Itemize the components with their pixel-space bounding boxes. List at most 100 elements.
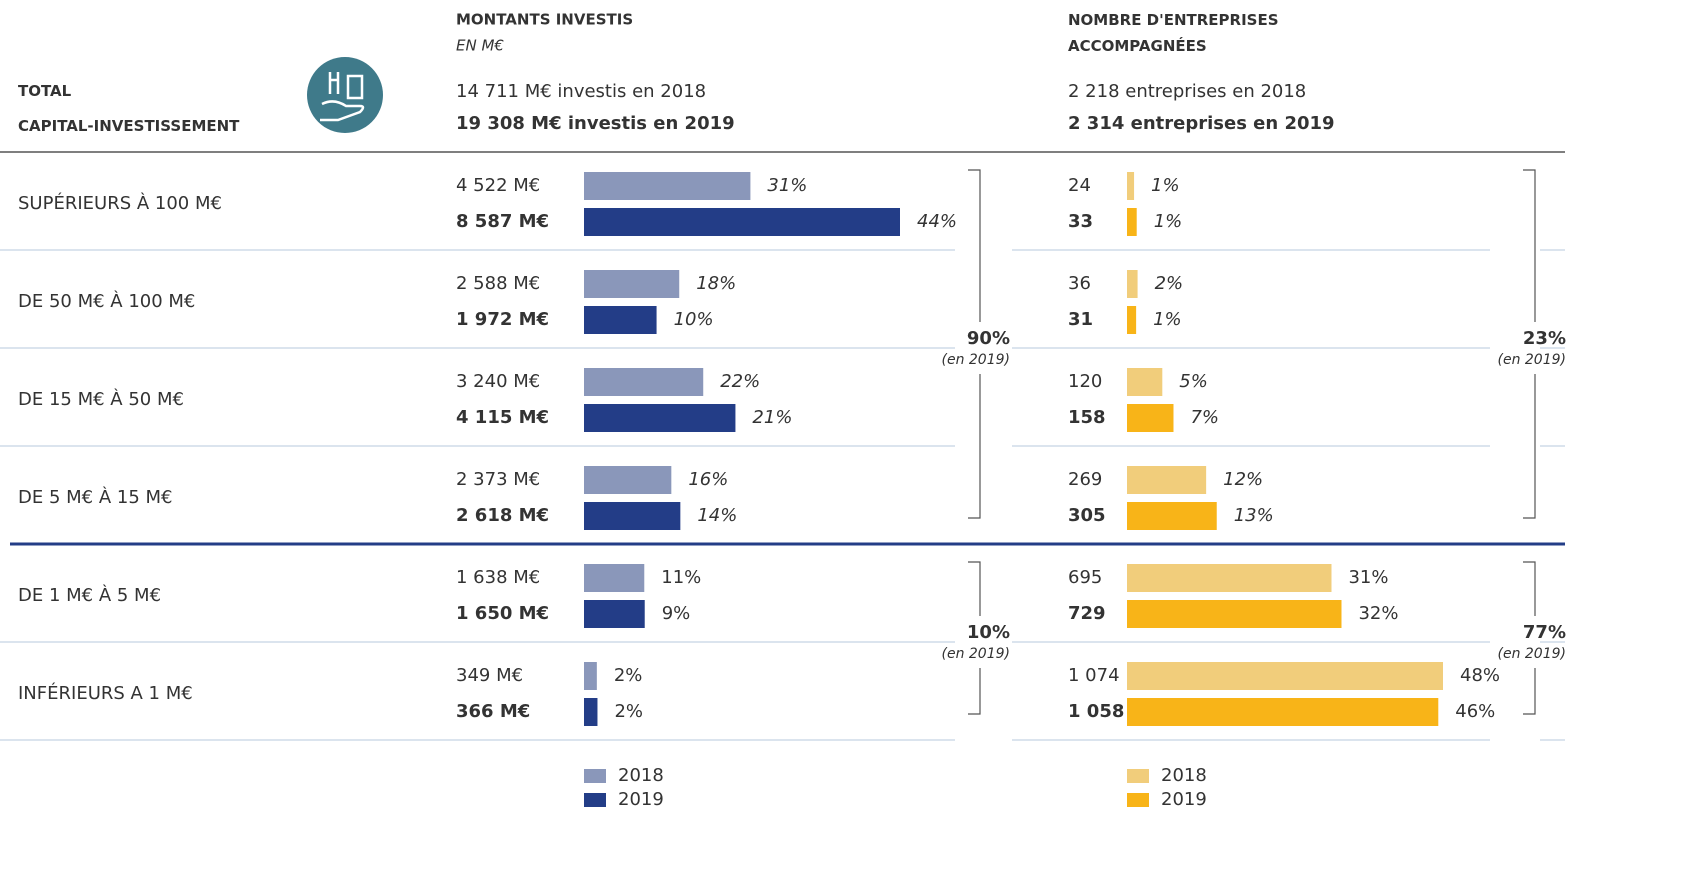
value-label: 4 522 M€ bbox=[456, 175, 540, 196]
share-label: 31% bbox=[767, 175, 807, 196]
group-share: 10% bbox=[967, 622, 1010, 643]
group-note: (en 2019) bbox=[1498, 352, 1567, 368]
value-label: 1 972 M€ bbox=[456, 309, 549, 330]
bar bbox=[584, 564, 645, 592]
bar bbox=[584, 698, 598, 726]
legend-swatch bbox=[1127, 769, 1149, 783]
bar bbox=[1127, 466, 1207, 494]
bar bbox=[1127, 698, 1439, 726]
companies-title: NOMBRE D'ENTREPRISES ACCOMPAGNÉES bbox=[1068, 11, 1279, 55]
bracket bbox=[968, 169, 981, 519]
share-label: 10% bbox=[674, 309, 714, 330]
bar bbox=[584, 270, 680, 298]
bar bbox=[584, 208, 900, 236]
group-note: (en 2019) bbox=[1498, 646, 1567, 662]
bar bbox=[1127, 208, 1137, 236]
value-label: 1 058 bbox=[1068, 701, 1124, 722]
share-label: 14% bbox=[697, 505, 737, 526]
bar bbox=[584, 404, 736, 432]
category-label: DE 15 M€ À 50 M€ bbox=[18, 388, 184, 410]
share-label: 18% bbox=[696, 273, 736, 294]
share-label: 46% bbox=[1455, 701, 1495, 722]
bar bbox=[1127, 306, 1137, 334]
group-share: 77% bbox=[1523, 622, 1566, 643]
value-label: 2 588 M€ bbox=[456, 273, 540, 294]
group-note: (en 2019) bbox=[942, 352, 1011, 368]
value-label: 366 M€ bbox=[456, 701, 530, 722]
share-label: 31% bbox=[1348, 567, 1388, 588]
value-label: 305 bbox=[1068, 505, 1106, 526]
share-label: 2% bbox=[614, 665, 643, 686]
share-label: 13% bbox=[1234, 505, 1274, 526]
value-label: 729 bbox=[1068, 603, 1106, 624]
legend-swatch bbox=[584, 793, 606, 807]
bar bbox=[1127, 270, 1138, 298]
bar bbox=[584, 502, 681, 530]
value-label: 31 bbox=[1068, 309, 1093, 330]
bracket bbox=[1523, 169, 1536, 519]
share-label: 44% bbox=[917, 211, 957, 232]
bar bbox=[584, 368, 704, 396]
category-label: DE 5 M€ À 15 M€ bbox=[18, 486, 172, 508]
bar bbox=[1127, 564, 1332, 592]
bar bbox=[584, 600, 645, 628]
share-label: 7% bbox=[1190, 407, 1219, 428]
bracket bbox=[1523, 561, 1536, 715]
bar bbox=[1127, 368, 1163, 396]
value-label: 2 373 M€ bbox=[456, 469, 540, 490]
legend-swatch bbox=[584, 769, 606, 783]
bar bbox=[1127, 502, 1217, 530]
bar bbox=[1127, 662, 1443, 690]
value-label: 158 bbox=[1068, 407, 1106, 428]
value-label: 1 638 M€ bbox=[456, 567, 540, 588]
share-label: 2% bbox=[1155, 273, 1184, 294]
value-label: 1 650 M€ bbox=[456, 603, 549, 624]
bar bbox=[1127, 172, 1135, 200]
category-label: DE 50 M€ À 100 M€ bbox=[18, 290, 195, 312]
value-label: 1 074 bbox=[1068, 665, 1120, 686]
bar bbox=[1127, 600, 1342, 628]
bar bbox=[584, 662, 597, 690]
share-label: 21% bbox=[752, 407, 792, 428]
value-label: 3 240 M€ bbox=[456, 371, 540, 392]
category-label: SUPÉRIEURS À 100 M€ bbox=[18, 192, 222, 214]
group-note: (en 2019) bbox=[942, 646, 1011, 662]
amounts-title: MONTANTS INVESTIS bbox=[456, 11, 633, 29]
share-label: 48% bbox=[1460, 665, 1500, 686]
amounts-total-2019: 19 308 M€ investis en 2019 bbox=[456, 113, 735, 134]
share-label: 11% bbox=[661, 567, 701, 588]
share-label: 1% bbox=[1151, 175, 1180, 196]
companies-total-2018: 2 218 entreprises en 2018 bbox=[1068, 81, 1306, 102]
category-label: DE 1 M€ À 5 M€ bbox=[18, 584, 161, 606]
share-label: 5% bbox=[1179, 371, 1208, 392]
share-label: 22% bbox=[720, 371, 760, 392]
share-label: 12% bbox=[1223, 469, 1263, 490]
share-label: 32% bbox=[1358, 603, 1398, 624]
value-label: 120 bbox=[1068, 371, 1102, 392]
amounts-total-2018: 14 711 M€ investis en 2018 bbox=[456, 81, 706, 102]
amounts-subtitle: EN M€ bbox=[456, 37, 504, 55]
bar bbox=[584, 466, 672, 494]
share-label: 1% bbox=[1154, 211, 1183, 232]
legend-label: 2018 bbox=[618, 765, 664, 786]
bar bbox=[1127, 404, 1174, 432]
bar bbox=[584, 306, 657, 334]
icon bbox=[307, 57, 383, 133]
title: TOTAL CAPITAL-INVESTISSEMENT bbox=[18, 82, 240, 135]
group-share: 23% bbox=[1523, 328, 1566, 349]
value-label: 2 618 M€ bbox=[456, 505, 549, 526]
share-label: 1% bbox=[1153, 309, 1182, 330]
legend-label: 2018 bbox=[1161, 765, 1207, 786]
share-label: 2% bbox=[614, 701, 643, 722]
legend-swatch bbox=[1127, 793, 1149, 807]
legend-label: 2019 bbox=[618, 789, 664, 810]
value-label: 349 M€ bbox=[456, 665, 523, 686]
value-label: 33 bbox=[1068, 211, 1093, 232]
legend-label: 2019 bbox=[1161, 789, 1207, 810]
value-label: 4 115 M€ bbox=[456, 407, 549, 428]
share-label: 9% bbox=[662, 603, 691, 624]
value-label: 269 bbox=[1068, 469, 1102, 490]
value-label: 8 587 M€ bbox=[456, 211, 549, 232]
value-label: 36 bbox=[1068, 273, 1091, 294]
